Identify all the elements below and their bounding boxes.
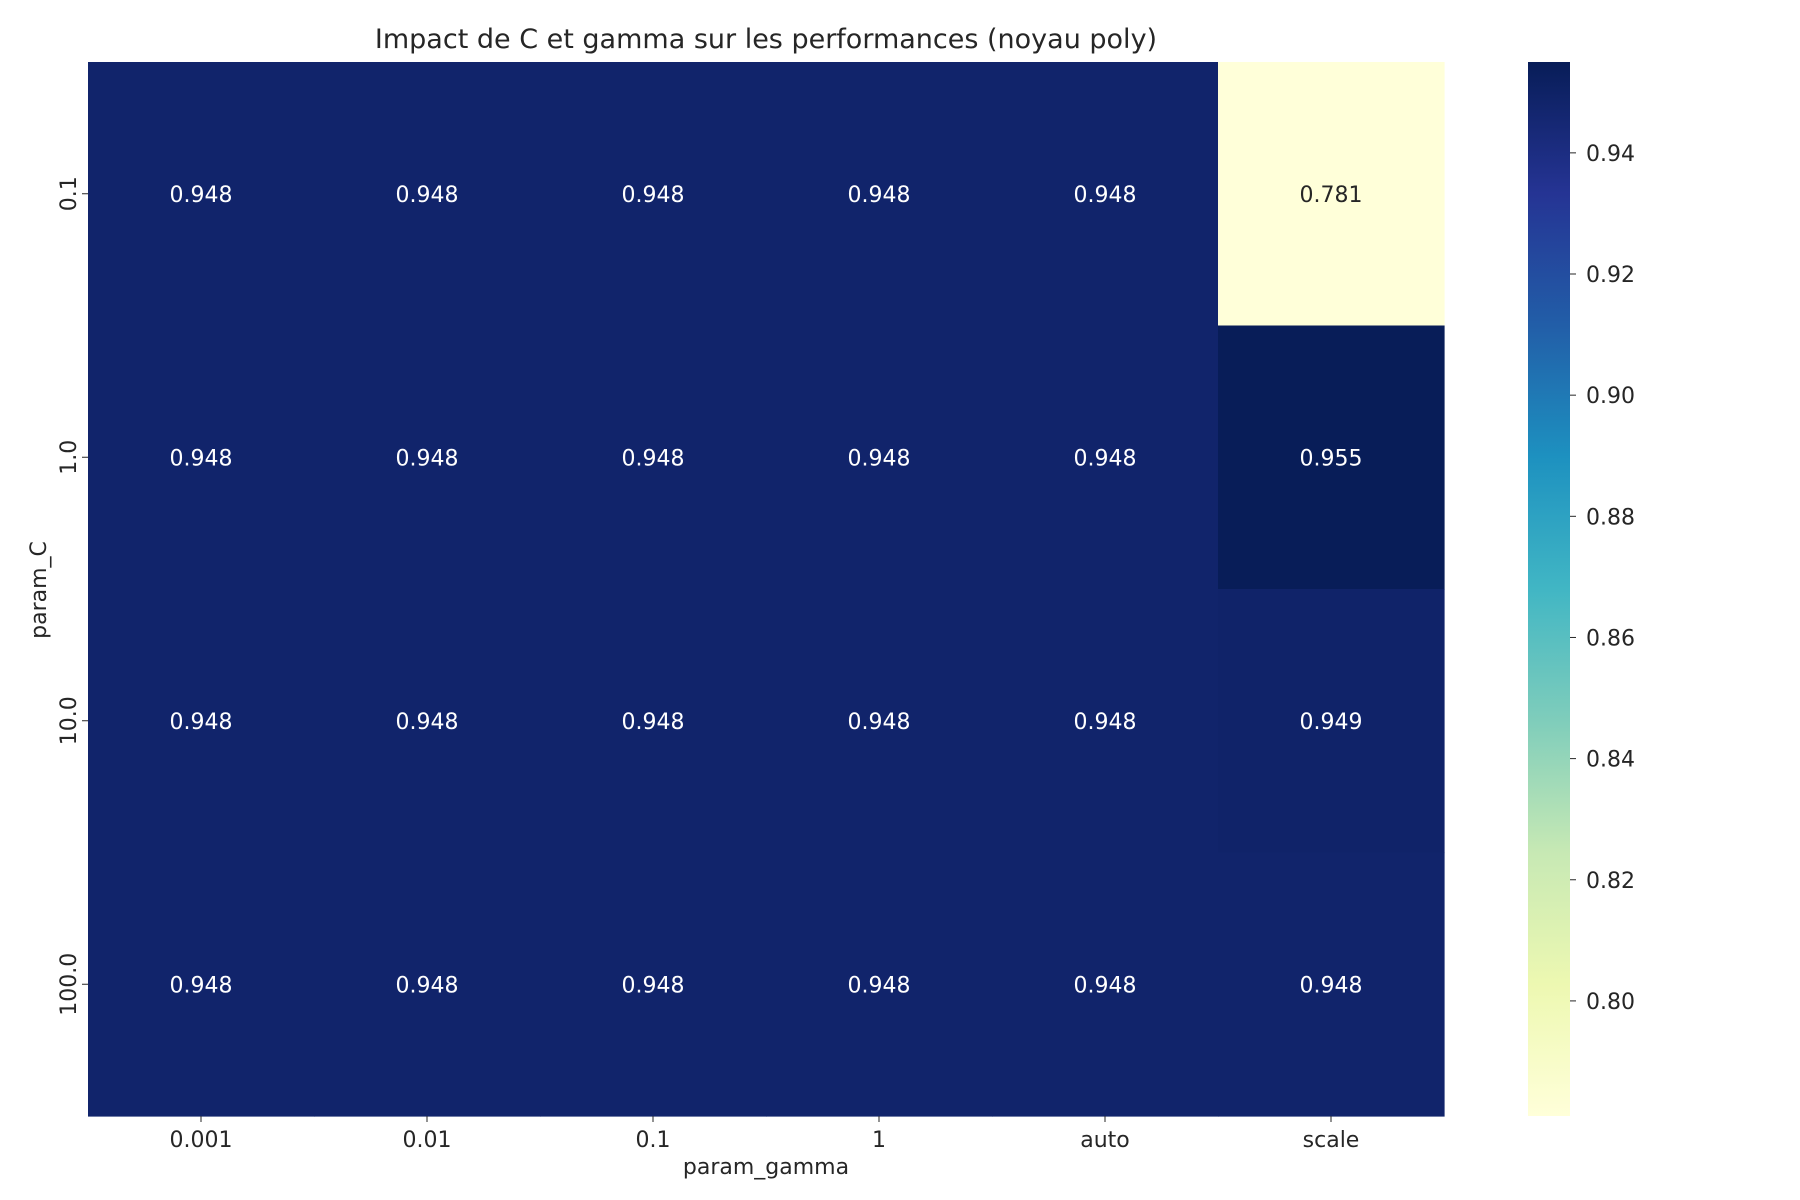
- y-tick-label: 0.1: [57, 176, 82, 211]
- heatmap-cell: [766, 589, 993, 854]
- heatmap-cell: [314, 62, 541, 327]
- x-tick-label: 0.01: [403, 1128, 452, 1153]
- y-tick-label: 1.0: [57, 440, 82, 475]
- x-tick-label: scale: [1303, 1128, 1360, 1153]
- x-tick-label: 1: [872, 1128, 886, 1153]
- y-axis-ticks: 0.1 1.0 10.0 100.0: [57, 176, 88, 1016]
- heatmap-cell: [1218, 325, 1445, 590]
- cell-value-label: 0.948: [170, 183, 233, 208]
- x-axis-label: param_gamma: [683, 1155, 849, 1180]
- heatmap-cell: [766, 62, 993, 327]
- cell-value-label: 0.948: [622, 710, 685, 735]
- heatmap-cell: [992, 325, 1219, 590]
- cell-value-label: 0.948: [1074, 710, 1137, 735]
- heatmap-cell: [766, 325, 993, 590]
- x-tick-label: 0.1: [636, 1128, 671, 1153]
- chart-title: Impact de C et gamma sur les performance…: [375, 24, 1157, 55]
- y-tick-label: 100.0: [57, 953, 82, 1016]
- heatmap-cell: [540, 62, 767, 327]
- heatmap-cell: [88, 325, 315, 590]
- colorbar-tick-label: 0.80: [1586, 990, 1635, 1015]
- y-axis-label: param_C: [27, 541, 52, 639]
- cell-value-label: 0.948: [170, 973, 233, 998]
- cell-value-label: 0.948: [622, 183, 685, 208]
- colorbar-tick-label: 0.90: [1586, 384, 1635, 409]
- colorbar-tick-label: 0.92: [1586, 263, 1635, 288]
- cell-value-label: 0.948: [848, 183, 911, 208]
- heatmap-cell: [540, 325, 767, 590]
- colorbar-tick-label: 0.94: [1586, 142, 1635, 167]
- cell-value-label: 0.948: [396, 446, 459, 471]
- colorbar-tick-label: 0.88: [1586, 505, 1635, 530]
- heatmap-cell: [88, 589, 315, 854]
- heatmap-cell: [314, 589, 541, 854]
- cell-value-label: 0.948: [1300, 973, 1363, 998]
- heatmap-cell: [88, 852, 315, 1117]
- cell-value-label: 0.955: [1300, 446, 1363, 471]
- heatmap-cell: [992, 589, 1219, 854]
- cell-value-label: 0.949: [1300, 710, 1363, 735]
- cell-value-label: 0.781: [1300, 183, 1363, 208]
- heatmap-cell: [766, 852, 993, 1117]
- cell-value-label: 0.948: [848, 973, 911, 998]
- heatmap-cell: [540, 589, 767, 854]
- x-tick-label: 0.001: [170, 1128, 233, 1153]
- heatmap-cell: [1218, 852, 1445, 1117]
- heatmap-cell: [1218, 589, 1445, 854]
- cell-value-label: 0.948: [1074, 183, 1137, 208]
- cell-value-label: 0.948: [396, 973, 459, 998]
- heatmap-cell: [1218, 62, 1445, 327]
- y-tick-label: 10.0: [57, 696, 82, 745]
- heatmap-cell: [314, 852, 541, 1117]
- cell-value-label: 0.948: [848, 446, 911, 471]
- colorbar-tick-label: 0.86: [1586, 626, 1635, 651]
- x-tick-label: auto: [1080, 1128, 1130, 1153]
- colorbar-ticks: 0.80 0.82 0.84 0.86 0.88 0.90 0.92 0.94: [1570, 142, 1635, 1015]
- cell-value-label: 0.948: [170, 446, 233, 471]
- heatmap-cell: [540, 852, 767, 1117]
- cell-value-label: 0.948: [396, 710, 459, 735]
- cell-value-label: 0.948: [1074, 973, 1137, 998]
- colorbar-tick-label: 0.84: [1586, 748, 1635, 773]
- cell-value-label: 0.948: [622, 446, 685, 471]
- cell-value-label: 0.948: [170, 710, 233, 735]
- cell-value-label: 0.948: [396, 183, 459, 208]
- cell-value-label: 0.948: [622, 973, 685, 998]
- heatmap-cells: 0.948 0.948 0.948 0.948 0.948 0.781 0.948 0.948…: [88, 62, 1445, 1117]
- x-axis-ticks: 0.001 0.01 0.1 1 auto scale: [170, 1116, 1360, 1153]
- heatmap-cell: [314, 325, 541, 590]
- cell-value-label: 0.948: [1074, 446, 1137, 471]
- heatmap-cell: [992, 62, 1219, 327]
- cell-value-label: 0.948: [848, 710, 911, 735]
- colorbar: [1528, 62, 1570, 1116]
- colorbar-tick-label: 0.82: [1586, 869, 1635, 894]
- heatmap-cell: [88, 62, 315, 327]
- heatmap-cell: [992, 852, 1219, 1117]
